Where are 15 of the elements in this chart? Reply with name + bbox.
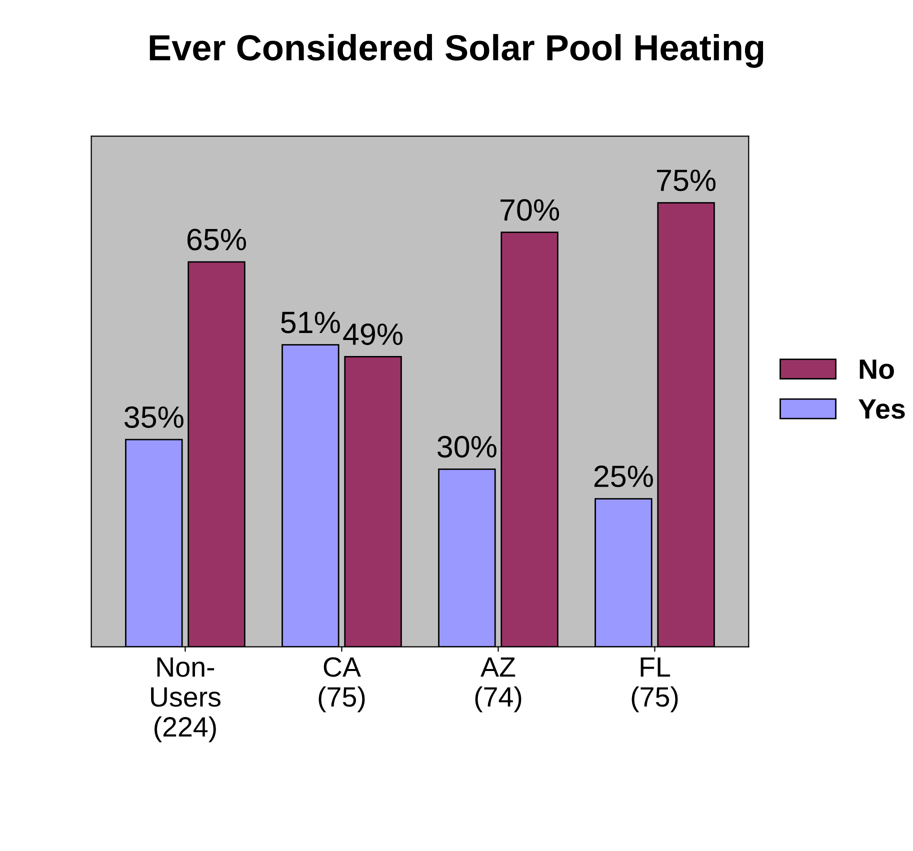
- x-tick-label: CA (75): [318, 657, 365, 712]
- x-tick-label: Non- Users (224): [151, 658, 220, 742]
- legend-label: Yes: [858, 399, 905, 419]
- legend-label: No: [860, 360, 894, 380]
- data-label: 51%: [281, 312, 340, 334]
- chart-title: Ever Considered Solar Pool Heating: [150, 34, 764, 68]
- data-label: 35%: [124, 406, 184, 428]
- data-label: 49%: [343, 323, 403, 346]
- data-label: 65%: [187, 228, 246, 250]
- x-tick-label: FL (75): [632, 658, 678, 712]
- data-label: 25%: [594, 466, 653, 488]
- x-tick-label: AZ (74): [475, 658, 522, 712]
- data-label: 30%: [438, 436, 496, 458]
- data-label: 75%: [657, 170, 716, 192]
- data-label: 70%: [500, 199, 560, 221]
